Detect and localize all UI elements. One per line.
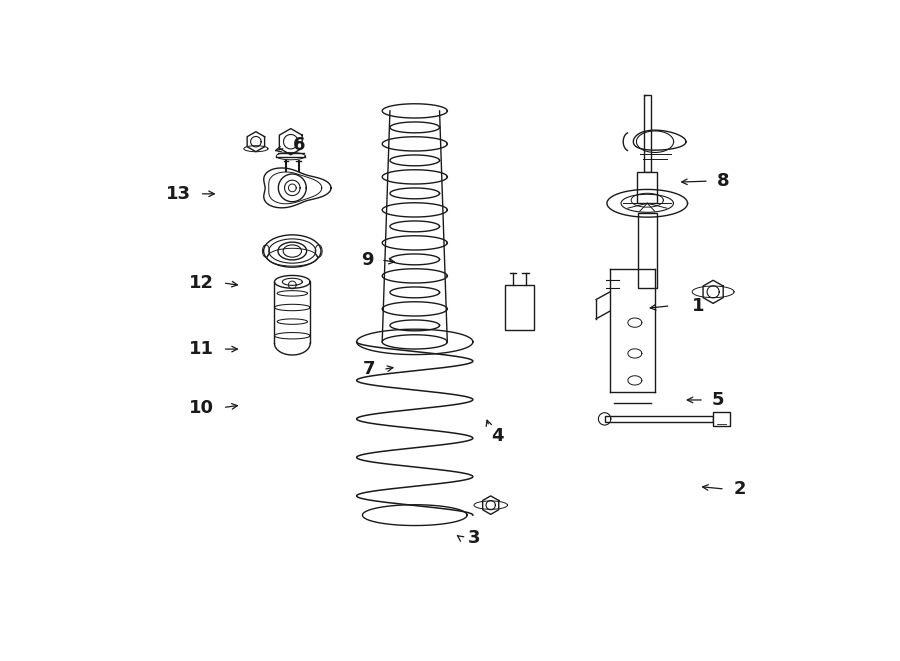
Bar [505, 285, 534, 330]
Text: 10: 10 [189, 399, 214, 416]
Bar [713, 412, 730, 426]
Text: 2: 2 [734, 480, 746, 498]
Text: 5: 5 [712, 391, 724, 409]
Bar [637, 173, 657, 204]
Text: 4: 4 [491, 426, 504, 445]
Text: 13: 13 [166, 185, 192, 203]
Text: 6: 6 [293, 136, 306, 155]
Text: 9: 9 [361, 251, 374, 269]
Text: 12: 12 [189, 274, 214, 292]
Text: 7: 7 [363, 360, 375, 379]
Text: 1: 1 [692, 297, 705, 315]
Text: 3: 3 [468, 529, 480, 547]
Bar [605, 416, 713, 422]
Text: 8: 8 [716, 172, 729, 190]
Bar [638, 213, 657, 288]
Text: 11: 11 [189, 340, 214, 358]
Bar [644, 95, 651, 173]
